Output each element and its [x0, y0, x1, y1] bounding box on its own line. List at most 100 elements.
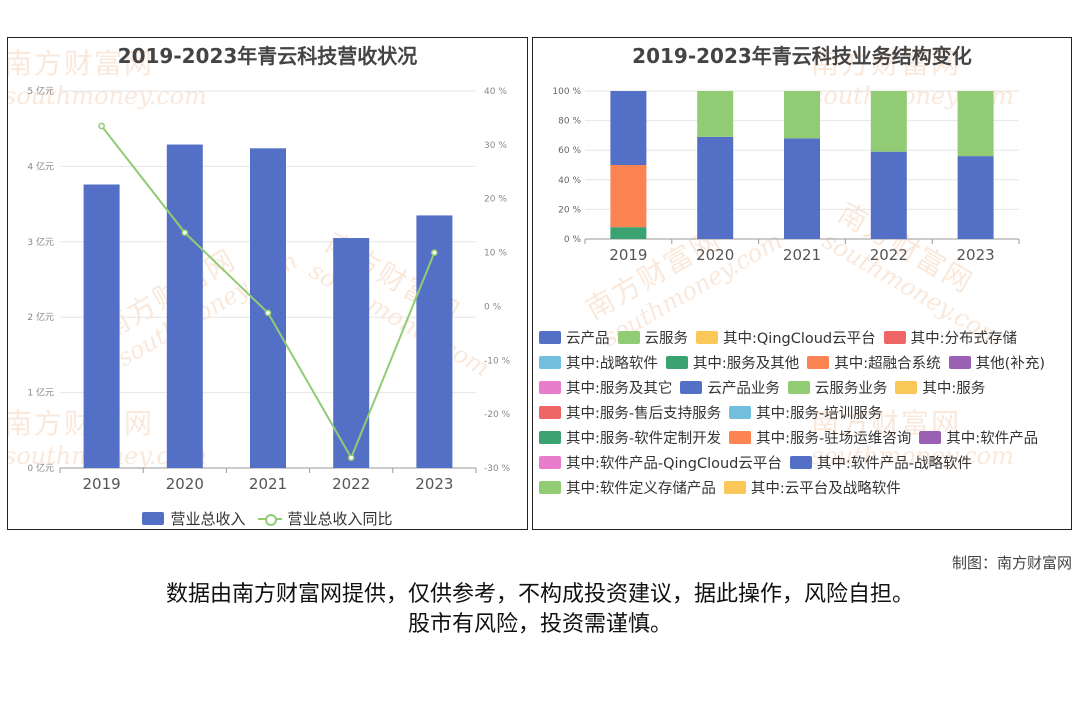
legend-swatch [539, 406, 561, 419]
stacked-bar-segment [784, 91, 820, 139]
y-tick-label: 80 % [558, 117, 581, 127]
stacked-bar-segment [697, 136, 734, 239]
legend-item[interactable]: 云服务业务 [787, 378, 888, 397]
legend-swatch [789, 456, 812, 469]
legend-label: 云产品业务 [707, 381, 780, 397]
legend-label: 其中:服务-培训服务 [756, 406, 883, 422]
bar [83, 184, 120, 468]
line-point [181, 229, 189, 236]
legend-swatch [895, 381, 918, 394]
legend-item[interactable]: 云产品业务 [680, 378, 780, 397]
legend-item[interactable]: 其中:服务-培训服务 [729, 403, 882, 422]
legend-item[interactable]: 其中:服务-驻场运维咨询 [729, 428, 911, 447]
y-tick-label-right: 30 % [484, 141, 507, 151]
legend-swatch [539, 481, 561, 494]
legend-item[interactable]: 其中:分布式存储 [883, 328, 1017, 347]
x-tick-label: 2020 [166, 475, 204, 493]
x-tick-label: 2021 [249, 475, 287, 493]
y-tick-label: 40 % [558, 176, 581, 186]
x-tick-label: 2022 [332, 475, 370, 493]
legend-item[interactable]: 其中:服务-软件定制开发 [539, 428, 721, 447]
legend-swatch [539, 456, 561, 469]
legend-item[interactable]: 其中:软件定义存储产品 [539, 478, 716, 497]
line-point [98, 122, 105, 130]
legend-swatch [680, 381, 703, 394]
stacked-bar-segment [784, 138, 820, 239]
line-point [347, 454, 355, 462]
disclaimer: 数据由南方财富网提供，仅供参考，不构成投资建议，据此操作，风险自担。 股市有风险… [0, 580, 1080, 640]
chart-legend: 云产品 云服务 其中:QingCloud云平台 其中:分布式存储 其中:战略软件 其中:服… [539, 328, 1069, 503]
legend-swatch [807, 356, 830, 369]
legend-swatch [539, 356, 561, 369]
x-tick-label: 2022 [870, 246, 908, 264]
chart-legend: 营业总收入 营业总收入同比 [8, 508, 527, 529]
stacked-bar-segment [610, 165, 647, 228]
bar [166, 144, 203, 468]
y-tick-label: 0 % [564, 235, 582, 245]
legend-swatch [696, 331, 718, 344]
chart-title: 2019-2023年青云科技营收状况 [117, 44, 418, 68]
y-tick-label-right: -20 % [484, 410, 511, 420]
legend-item[interactable]: 其中:软件产品-战略软件 [789, 453, 972, 472]
y-tick-label-left: 0 亿元 [27, 462, 54, 474]
y-tick-label-right: 20 % [484, 195, 507, 205]
legend-item[interactable]: 其中:战略软件 [539, 353, 658, 372]
legend-swatch [729, 431, 752, 444]
x-tick-label: 2019 [609, 246, 647, 264]
y-tick-label: 100 % [552, 87, 581, 97]
stacked-bar-segment [610, 227, 647, 239]
legend-label: 其中:软件定义存储产品 [566, 481, 716, 497]
legend-item[interactable]: 其中:软件产品 [919, 428, 1038, 447]
legend-item[interactable]: 其中:超融合系统 [807, 353, 941, 372]
legend-label: 其中:战略软件 [566, 356, 658, 372]
x-tick-label: 2019 [83, 475, 121, 493]
structure-chart-panel: 南方财富网 southmoney.com 南方财富网 southmoney.com … [532, 37, 1072, 530]
legend-item[interactable]: 其中:服务及其他 [665, 353, 800, 372]
x-tick-label: 2021 [783, 246, 821, 264]
legend-swatch [787, 381, 810, 394]
legend-label: 其中:QingCloud云平台 [723, 331, 876, 347]
legend-item[interactable]: 其他(补充) [948, 353, 1045, 372]
legend-item[interactable]: 云产品 [539, 328, 610, 347]
y-tick-label: 20 % [558, 205, 581, 215]
disclaimer-line: 股市有风险，投资需谨慎。 [407, 612, 672, 637]
legend-label: 云产品 [566, 331, 610, 347]
legend-label: 云服务 [644, 331, 689, 347]
legend-item[interactable]: 云服务 [617, 328, 689, 347]
legend-item[interactable]: 其中:云平台及战略软件 [723, 478, 901, 497]
legend-item[interactable]: 其中:服务及其它 [539, 378, 672, 397]
legend-swatch [919, 431, 942, 444]
structure-chart: 0 % 20 % 40 % 60 % 80 % 100 % 2019 2020 2021 2022… [552, 87, 1020, 264]
line-point [264, 309, 272, 317]
y-tick-label-right: 0 % [484, 302, 502, 312]
y-tick-label-left: 1 亿元 [27, 387, 54, 399]
legend-item[interactable]: 其中:软件产品-QingCloud云平台 [539, 453, 782, 472]
stacked-bar-segment [957, 91, 994, 157]
chart-title: 2019-2023年青云科技业务结构变化 [632, 44, 972, 68]
legend-item[interactable]: 其中:QingCloud云平台 [696, 328, 876, 347]
legend-label: 其中:服务 [922, 381, 986, 397]
y-tick-label-left: 5 亿元 [27, 85, 54, 97]
legend-label: 营业总收入同比 [287, 510, 393, 528]
legend-label: 云服务业务 [814, 381, 888, 397]
y-tick-label-left: 3 亿元 [27, 236, 54, 248]
legend-label: 其中:服务及其它 [566, 381, 673, 397]
bar [416, 215, 453, 468]
line-point [431, 249, 438, 256]
stacked-bar-segment [610, 91, 647, 165]
legend-label: 其中:超融合系统 [834, 356, 941, 372]
legend-item[interactable]: 其中:服务 [895, 378, 985, 397]
legend-label: 其中:软件产品-QingCloud云平台 [566, 456, 782, 472]
legend-item-yoy[interactable]: 营业总收入同比 [257, 508, 393, 529]
x-tick-label: 2020 [696, 246, 734, 264]
stacked-bar-segment [870, 151, 907, 239]
legend-label: 其中:服务及其他 [692, 356, 800, 372]
legend-item-revenue[interactable]: 营业总收入 [142, 508, 246, 529]
disclaimer-line: 数据由南方财富网提供，仅供参考，不构成投资建议，据此操作，风险自担。 [165, 582, 914, 607]
y-tick-label-right: -10 % [484, 356, 511, 366]
bar [333, 238, 370, 468]
legend-swatch [142, 512, 165, 525]
bar [250, 148, 286, 468]
legend-item[interactable]: 其中:服务-售后支持服务 [539, 403, 721, 422]
